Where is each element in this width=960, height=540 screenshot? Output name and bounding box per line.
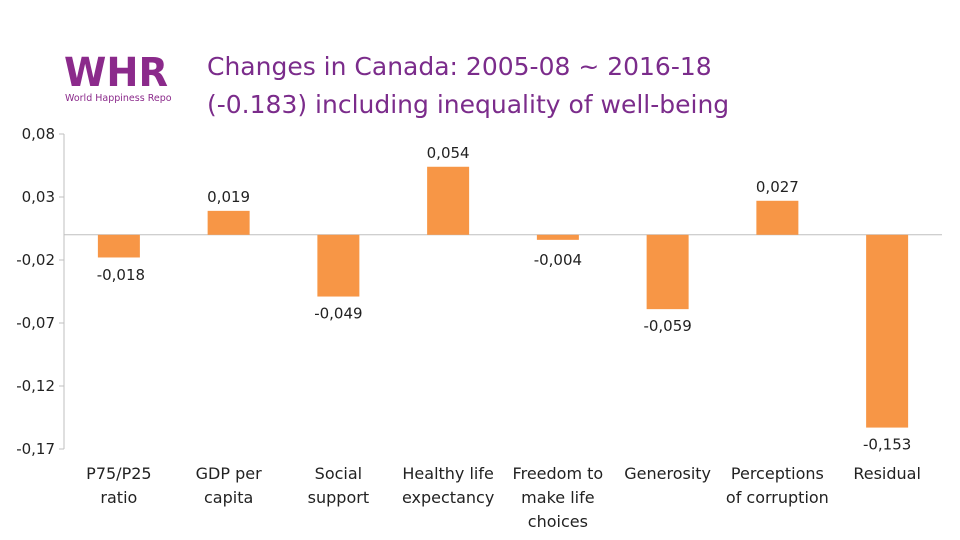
whr-logo-mark: WHR World Happiness Report [64, 50, 179, 104]
logo-letters: WHR [64, 50, 168, 96]
chart-data-labels: -0,018 0,019 -0,049 0,054 -0,004 -0,059 0,027 -… [97, 144, 912, 454]
bar [536, 234, 579, 240]
y-tick-label: -0,02 [16, 251, 55, 269]
data-label: 0,027 [756, 178, 799, 196]
data-label: 0,054 [427, 144, 470, 162]
whr-logo: WHR World Happiness Report [64, 50, 179, 106]
y-tick-label: -0,07 [16, 314, 55, 332]
data-label: -0,059 [643, 317, 691, 335]
category-label: Residual [853, 464, 921, 483]
y-tick-label: 0,03 [22, 188, 55, 206]
bar [866, 234, 909, 428]
chart-title-line-1: Changes in Canada: 2005-08 ~ 2016-18 [207, 52, 712, 81]
data-label: -0,153 [863, 436, 911, 454]
category-label: of corruption [726, 488, 829, 507]
data-label: 0,019 [207, 188, 250, 206]
data-label: -0,049 [314, 305, 362, 323]
y-tick-label: -0,12 [16, 377, 55, 395]
category-label: GDP per [196, 464, 262, 483]
chart-axes: 0,08 0,03 -0,02 -0,07 -0,12 -0,17 [16, 125, 942, 458]
data-label: -0,004 [534, 251, 582, 269]
chart-title-line-2: (-0.183) including inequality of well-be… [207, 90, 730, 119]
category-label: Healthy life [402, 464, 493, 483]
bar [756, 200, 799, 235]
category-label: expectancy [402, 488, 494, 507]
chart-category-labels: P75/P25 ratio GDP per capita Social support He… [86, 464, 921, 531]
chart-bars [97, 166, 909, 428]
y-tick-label: -0,17 [16, 440, 55, 458]
bar [207, 210, 250, 235]
category-label: support [308, 488, 369, 507]
category-label: make life [521, 488, 594, 507]
category-label: Perceptions [731, 464, 824, 483]
y-tick-label: 0,08 [22, 125, 55, 143]
category-label: ratio [100, 488, 137, 507]
bar [97, 234, 140, 258]
category-label: choices [528, 512, 588, 531]
bar [427, 166, 470, 235]
category-label: capita [204, 488, 253, 507]
chart-title: Changes in Canada: 2005-08 ~ 2016-18 (-0… [207, 48, 927, 124]
logo-subtitle: World Happiness Report [65, 93, 172, 104]
bar [646, 234, 689, 310]
data-label: -0,018 [97, 266, 145, 284]
category-label: Social [315, 464, 362, 483]
category-label: P75/P25 [86, 464, 151, 483]
category-label: Freedom to [513, 464, 604, 483]
bar [317, 234, 360, 297]
category-label: Generosity [624, 464, 711, 483]
